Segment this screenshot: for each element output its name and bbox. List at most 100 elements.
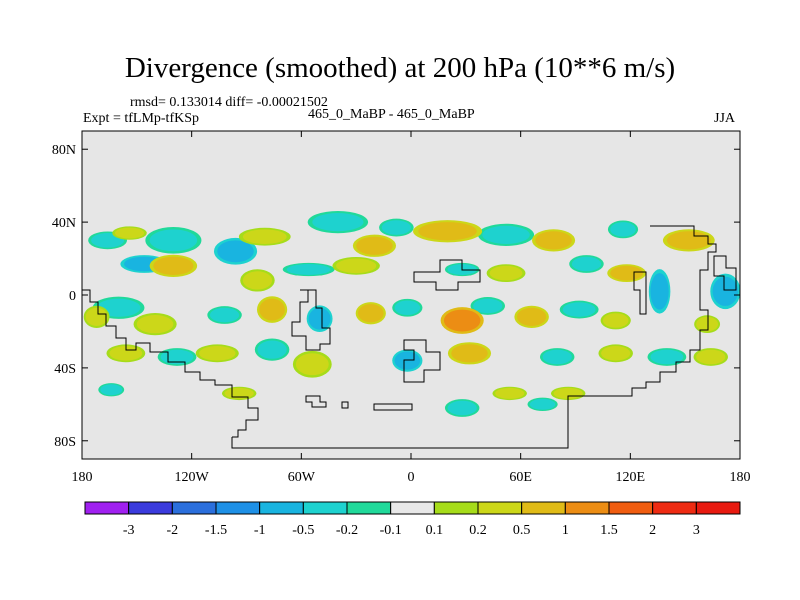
colorbar-swatch — [390, 501, 435, 515]
colorbar-label: -2 — [166, 523, 178, 538]
divergence-cell-40 — [259, 298, 285, 321]
divergence-cell-39 — [136, 315, 174, 334]
colorbar-label: -0.2 — [336, 523, 358, 538]
colorbar-label: 1.5 — [600, 523, 618, 538]
divergence-cell-15 — [473, 298, 503, 314]
colorbar-swatch — [346, 501, 392, 515]
divergence-cell-10 — [571, 256, 602, 272]
colorbar-label: 0.1 — [426, 523, 444, 538]
colorbar-label: 0.5 — [513, 523, 531, 538]
coastline-east-landmass — [231, 225, 717, 449]
divergence-cell-27 — [114, 227, 145, 239]
x-axis: 180 120W 60W 0 60E 120E 180 — [72, 131, 751, 485]
divergence-cell-22 — [542, 349, 572, 365]
divergence-cell-53 — [495, 387, 525, 399]
divergence-cell-8 — [286, 264, 331, 275]
colorbar-label: 3 — [693, 523, 700, 538]
colorbar-label: 0.2 — [469, 523, 487, 538]
divergence-cell-33 — [153, 256, 194, 275]
colorbar-swatch — [215, 501, 261, 515]
colorbar-label: 1 — [562, 523, 569, 538]
colorbar-label: -0.5 — [292, 523, 314, 538]
colorbar-swatch — [695, 501, 741, 515]
y-tick-label: 0 — [69, 289, 76, 304]
coastline-west-landmass — [82, 289, 259, 438]
divergence-cell-26 — [529, 398, 556, 410]
coastlines — [82, 225, 737, 449]
divergence-cell-42 — [443, 309, 481, 332]
colorbar: -3 -2 -1.5 -1 -0.5 -0.2 -0.1 0.1 0.2 0.5 1 1.5 2 3 — [84, 501, 741, 538]
divergence-cell-1 — [149, 229, 198, 252]
colorbar-swatch — [652, 501, 697, 515]
y-tick-label: 80S — [54, 435, 76, 450]
divergence-cell-2 — [217, 240, 254, 263]
x-tick-label: 180 — [72, 470, 93, 485]
divergence-cell-30 — [418, 222, 477, 241]
season-label: JJA — [714, 111, 736, 126]
stats-text: rmsd= 0.133014 diff= -0.00021502 — [130, 95, 328, 110]
x-tick-label: 120W — [175, 470, 210, 485]
divergence-cell-43 — [517, 307, 547, 326]
colorbar-label: -1 — [254, 523, 266, 538]
divergence-cell-32 — [666, 231, 711, 250]
divergence-cell-51 — [696, 349, 726, 365]
y-tick-label: 80N — [52, 143, 76, 158]
divergence-cell-29 — [356, 236, 393, 255]
colorbar-label: -0.1 — [380, 523, 402, 538]
divergence-cell-31 — [535, 231, 572, 250]
coastline-east-peninsula — [633, 271, 647, 315]
coastline-north-patch — [413, 259, 481, 291]
divergence-cell-24 — [100, 384, 123, 396]
divergence-cell-21 — [394, 351, 421, 370]
y-tick-label: 40S — [54, 362, 76, 377]
colorbar-swatch — [171, 501, 217, 515]
divergence-cell-25 — [447, 400, 477, 416]
divergence-cell-17 — [650, 273, 669, 310]
colorbar-swatch — [477, 501, 523, 515]
divergence-cell-12 — [209, 307, 240, 323]
divergence-cell-19 — [160, 349, 194, 365]
divergence-cell-37 — [610, 265, 644, 281]
experiment-label: Expt = tfLMp-tfKSp — [83, 111, 199, 126]
colorbar-swatch — [521, 501, 566, 515]
colorbar-swatch — [259, 501, 304, 515]
divergence-cell-14 — [394, 300, 421, 316]
divergence-cell-3 — [312, 213, 364, 232]
colorbar-swatch — [564, 501, 610, 515]
divergence-cell-50 — [601, 346, 631, 361]
divergence-cell-36 — [489, 265, 523, 281]
divergence-cell-16 — [562, 302, 596, 317]
colorbar-swatch — [608, 501, 654, 515]
colorbar-label: -3 — [123, 523, 135, 538]
divergence-cell-38 — [85, 307, 108, 326]
colorbar-swatch — [84, 501, 130, 515]
divergence-cell-35 — [336, 258, 377, 274]
x-tick-label: 120E — [616, 470, 646, 485]
coastline-small-islands — [305, 395, 413, 411]
y-axis: 80N 40N 0 40S 80S — [52, 143, 740, 450]
x-tick-label: 60W — [288, 470, 316, 485]
comparison-label: 465_0_MaBP - 465_0_MaBP — [308, 107, 475, 122]
divergence-cell-6 — [610, 222, 636, 237]
divergence-cell-47 — [198, 346, 236, 361]
colorbar-swatch — [128, 501, 173, 515]
colorbar-label: -1.5 — [205, 523, 227, 538]
divergence-cell-20 — [257, 340, 287, 359]
divergence-cell-28 — [242, 229, 287, 244]
divergence-cell-48 — [295, 353, 329, 376]
divergence-cell-23 — [650, 349, 684, 365]
coastline-central-south — [403, 339, 441, 383]
divergence-field — [83, 210, 740, 417]
divergence-cell-49 — [451, 344, 488, 363]
y-tick-label: 40N — [52, 216, 76, 231]
chart-title: Divergence (smoothed) at 200 hPa (10**6 … — [124, 52, 676, 84]
divergence-cell-45 — [696, 316, 719, 332]
colorbar-swatch — [302, 501, 348, 515]
x-tick-label: 0 — [408, 470, 415, 485]
divergence-cell-4 — [381, 220, 411, 235]
divergence-cell-18 — [712, 276, 739, 306]
divergence-cell-13 — [308, 307, 331, 330]
divergence-cell-34 — [242, 271, 273, 290]
x-tick-label: 60E — [509, 470, 532, 485]
